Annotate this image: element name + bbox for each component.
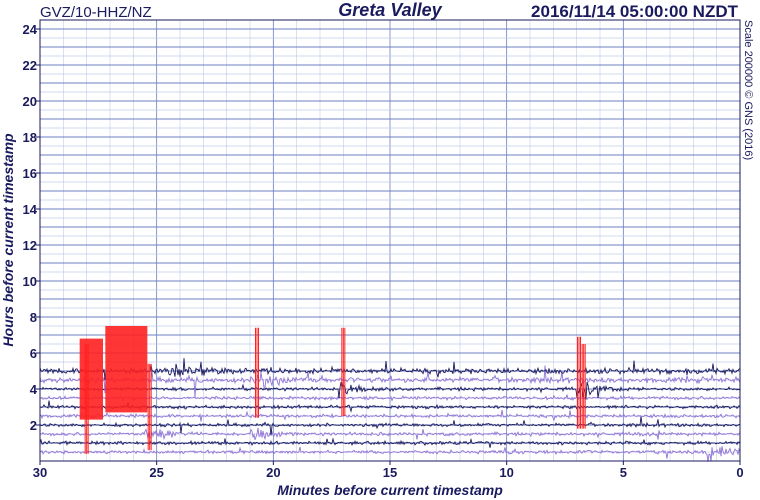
y-tick-label: 22 xyxy=(23,58,37,73)
scale-note: Scale 200000 © GNS (2016) xyxy=(742,20,754,160)
plot-timestamp: 2016/11/14 05:00:00 NZDT xyxy=(531,2,739,21)
y-tick-label: 14 xyxy=(23,202,38,217)
seismic-traces xyxy=(39,358,741,462)
y-tick-label: 16 xyxy=(23,166,37,181)
seismic-trace xyxy=(39,409,741,422)
clipped-block xyxy=(79,338,103,420)
site-name: Greta Valley xyxy=(338,0,442,20)
seismic-trace xyxy=(39,446,741,462)
y-tick-label: 4 xyxy=(30,382,38,397)
y-tick-label: 18 xyxy=(23,130,37,145)
seismic-trace xyxy=(39,358,741,381)
seismic-trace xyxy=(39,437,741,448)
seismic-trace xyxy=(39,416,740,436)
y-tick-label: 20 xyxy=(23,94,37,109)
station-code: GVZ/10-HHZ/NZ xyxy=(40,4,152,21)
seismic-trace xyxy=(39,382,741,400)
seismic-trace xyxy=(39,427,741,441)
x-tick-label: 0 xyxy=(736,465,743,480)
x-axis-label: Minutes before current timestamp xyxy=(277,482,503,498)
y-tick-label: 24 xyxy=(23,22,38,37)
y-tick-label: 6 xyxy=(30,346,37,361)
y-tick-label: 2 xyxy=(30,418,37,433)
x-tick-label: 20 xyxy=(266,465,280,480)
x-tick-label: 5 xyxy=(620,465,627,480)
seismic-trace xyxy=(39,400,741,413)
seismic-trace xyxy=(39,365,741,398)
clipped-block xyxy=(105,326,148,413)
x-tick-label: 10 xyxy=(499,465,513,480)
y-tick-label: 8 xyxy=(30,310,37,325)
y-tick-label: 12 xyxy=(23,238,37,253)
y-tick-label: 10 xyxy=(23,274,37,289)
seismic-trace xyxy=(39,394,741,402)
x-tick-label: 30 xyxy=(33,465,47,480)
x-tick-label: 25 xyxy=(149,465,163,480)
clipped-events xyxy=(79,326,586,454)
y-axis-label: Hours before current timestamp xyxy=(0,133,16,347)
x-tick-label: 15 xyxy=(383,465,397,480)
